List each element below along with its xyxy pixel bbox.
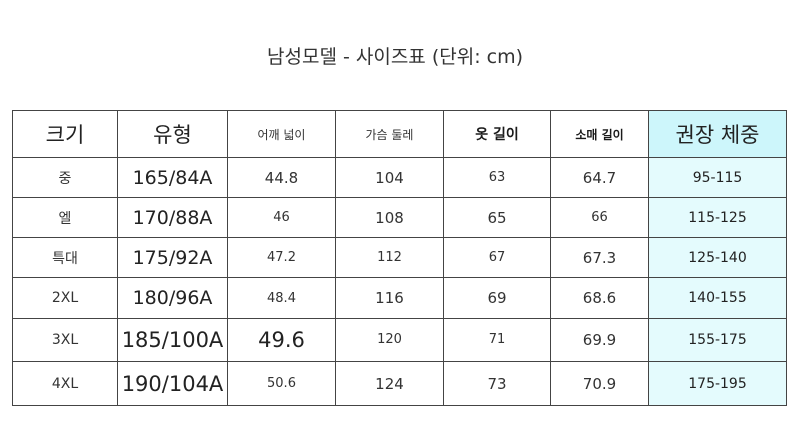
cell-type: 185/100A: [117, 317, 228, 363]
header-size: 크기: [12, 110, 118, 158]
cell-length: 69: [443, 277, 551, 319]
cell-shoulder: 48.4: [227, 277, 336, 319]
cell-weight: 140-155: [648, 277, 787, 319]
header-chest: 가슴 둘레: [335, 110, 444, 158]
cell-size: 3XL: [12, 317, 118, 363]
cell-chest: 112: [335, 237, 444, 279]
table-row: 엘 170/88A 46 108 65 66 115-125: [12, 197, 787, 239]
cell-size: 특대: [12, 237, 118, 279]
cell-length: 63: [443, 156, 551, 199]
cell-weight: 175-195: [648, 361, 787, 406]
cell-chest: 108: [335, 197, 444, 239]
cell-shoulder: 50.6: [227, 361, 336, 406]
cell-sleeve: 69.9: [550, 317, 649, 363]
cell-chest: 124: [335, 361, 444, 406]
cell-length: 67: [443, 237, 551, 279]
cell-type: 165/84A: [117, 156, 228, 199]
page-title: 남성모델 - 사이즈표 (단위: cm): [267, 46, 523, 68]
table-row: 3XL 185/100A 49.6 120 71 69.9 155-175: [12, 317, 787, 363]
cell-size: 엘: [12, 197, 118, 239]
cell-length: 71: [443, 317, 551, 363]
header-length: 옷 길이: [443, 110, 551, 158]
cell-type: 190/104A: [117, 361, 228, 406]
cell-type: 170/88A: [117, 197, 228, 239]
cell-sleeve: 70.9: [550, 361, 649, 406]
header-type: 유형: [117, 110, 228, 158]
table-row: 중 165/84A 44.8 104 63 64.7 95-115: [12, 156, 787, 199]
cell-shoulder: 46: [227, 197, 336, 239]
cell-shoulder: 47.2: [227, 237, 336, 279]
cell-sleeve: 64.7: [550, 156, 649, 199]
cell-weight: 95-115: [648, 156, 787, 199]
cell-length: 73: [443, 361, 551, 406]
cell-shoulder: 49.6: [227, 317, 336, 363]
cell-sleeve: 67.3: [550, 237, 649, 279]
cell-weight: 115-125: [648, 197, 787, 239]
cell-type: 180/96A: [117, 277, 228, 319]
header-shoulder: 어깨 넓이: [227, 110, 336, 158]
cell-weight: 155-175: [648, 317, 787, 363]
cell-weight: 125-140: [648, 237, 787, 279]
cell-chest: 104: [335, 156, 444, 199]
header-weight: 권장 체중: [648, 110, 787, 158]
table-row: 2XL 180/96A 48.4 116 69 68.6 140-155: [12, 277, 787, 319]
size-table: 크기 유형 어깨 넓이 가슴 둘레 옷 길이 소매 길이 권장 체중 중 165…: [12, 110, 787, 406]
cell-shoulder: 44.8: [227, 156, 336, 199]
cell-size: 중: [12, 156, 118, 199]
cell-chest: 120: [335, 317, 444, 363]
table-row: 특대 175/92A 47.2 112 67 67.3 125-140: [12, 237, 787, 279]
cell-size: 4XL: [12, 361, 118, 406]
cell-type: 175/92A: [117, 237, 228, 279]
table-row: 4XL 190/104A 50.6 124 73 70.9 175-195: [12, 361, 787, 406]
cell-sleeve: 66: [550, 197, 649, 239]
cell-size: 2XL: [12, 277, 118, 319]
header-sleeve: 소매 길이: [550, 110, 649, 158]
table-header-row: 크기 유형 어깨 넓이 가슴 둘레 옷 길이 소매 길이 권장 체중: [12, 110, 787, 158]
cell-length: 65: [443, 197, 551, 239]
cell-sleeve: 68.6: [550, 277, 649, 319]
cell-chest: 116: [335, 277, 444, 319]
